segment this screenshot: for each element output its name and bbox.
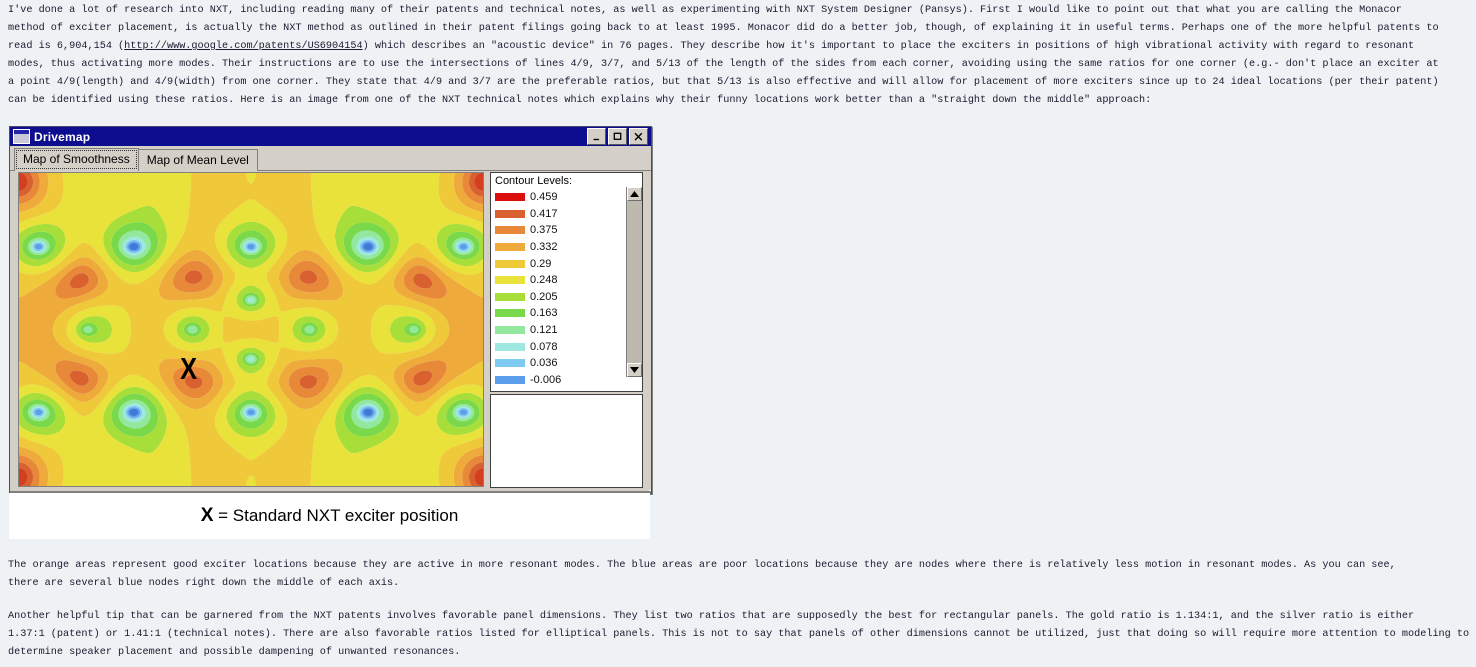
svg-text:X: X [180,352,197,386]
